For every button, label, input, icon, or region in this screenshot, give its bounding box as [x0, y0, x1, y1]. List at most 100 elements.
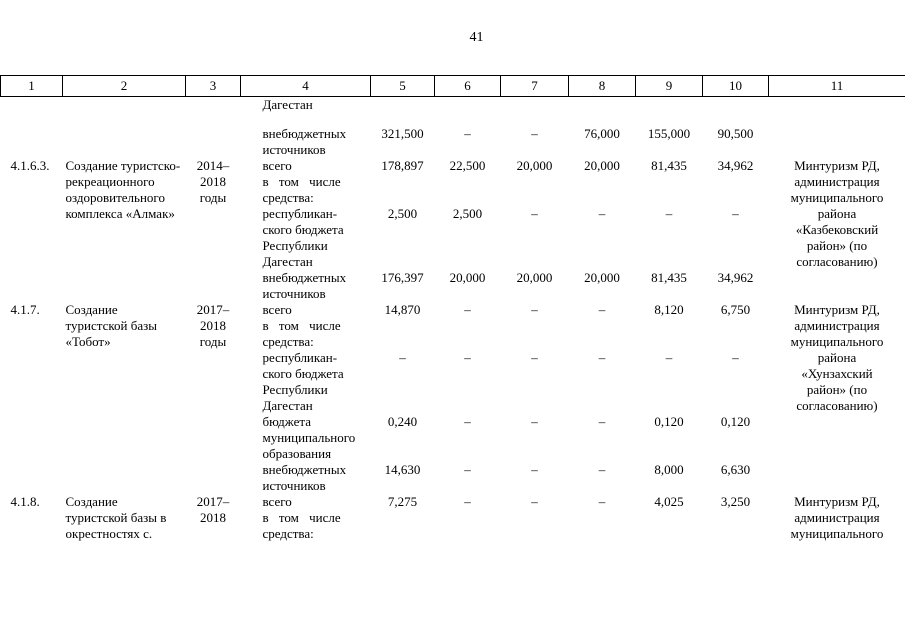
cell-amount: –	[531, 206, 538, 221]
table-row: 4.1.8. Создание туристской базы в окрестн…	[1, 494, 905, 541]
cell-amount	[636, 97, 703, 127]
table-body: Дагестан внебюджетных источников 321,500 – –…	[1, 97, 905, 543]
cell-amount	[371, 510, 435, 542]
cell-period: 2017– 2018	[196, 494, 230, 525]
cell-amount: –	[598, 302, 606, 317]
table-row: бюджета муниципального образования 0,240 –…	[1, 414, 905, 462]
cell-amount: 0,120	[720, 414, 751, 429]
cell-amount	[501, 510, 569, 542]
cell-amount: 6,630	[720, 462, 751, 477]
cell-budget-item: всего	[262, 158, 292, 173]
cell-amount: –	[531, 414, 538, 429]
cell-period	[186, 97, 241, 159]
cell-amount: 2,500	[452, 206, 483, 221]
cell-amount	[435, 174, 501, 206]
cell-amount: 90,500	[717, 126, 754, 141]
cell-amount: 178,897	[381, 158, 424, 173]
cell-amount: 14,630	[384, 462, 421, 477]
cell-amount: 3,250	[720, 494, 751, 509]
cell-amount	[435, 510, 501, 542]
cell-amount: –	[665, 350, 673, 365]
column-header-cell: 4	[240, 75, 371, 97]
cell-amount: 81,435	[651, 158, 687, 173]
cell-amount	[501, 318, 569, 350]
cell-amount: 6,750	[720, 302, 751, 317]
column-header-cell: 10	[702, 75, 769, 97]
program-table: 1 2 3 4 5 6 7 8 9 10 11 Дагестан внебюджетных источ…	[0, 75, 905, 542]
column-header-cell: 1	[0, 75, 63, 97]
cell-amount: 34,962	[717, 270, 754, 285]
cell-amount: –	[464, 462, 471, 477]
cell-amount: –	[531, 126, 538, 141]
cell-amount	[371, 318, 435, 350]
cell-budget-item: в том числе средства:	[262, 318, 341, 349]
cell-amount: 0,240	[387, 414, 418, 429]
cell-amount: 81,435	[651, 270, 687, 285]
table-row: внебюджетных источников 321,500 – – 76,000 15…	[1, 126, 905, 158]
column-header-cell: 6	[434, 75, 501, 97]
cell-budget-item: всего	[262, 494, 292, 509]
cell-budget-item: республикан- ского бюджета Республики Да…	[262, 206, 344, 269]
cell-amount: 2,500	[387, 206, 418, 221]
cell-amount	[501, 97, 569, 127]
cell-amount	[569, 174, 636, 206]
cell-program-number: 4.1.7.	[10, 302, 40, 317]
cell-budget-item: бюджета муниципального образования	[262, 414, 356, 461]
cell-amount: 76,000	[584, 126, 620, 141]
cell-amount: 176,397	[381, 270, 424, 285]
cell-amount: –	[464, 414, 471, 429]
table-row: 4.1.7. Создание туристской базы «Тобот» 20…	[1, 302, 905, 413]
cell-budget-item: республикан- ского бюджета Республики Да…	[262, 350, 344, 413]
cell-amount: –	[531, 494, 538, 509]
cell-amount	[435, 318, 501, 350]
cell-amount	[569, 97, 636, 127]
cell-amount: 4,025	[654, 494, 684, 509]
cell-amount	[636, 510, 703, 542]
cell-budget-item: внебюджетных источников	[262, 270, 347, 301]
table-row: Дагестан	[1, 97, 905, 127]
cell-amount: 7,275	[387, 494, 418, 509]
cell-amount	[569, 318, 636, 350]
table-row: в том числе средства:	[1, 174, 905, 206]
table-row: внебюджетных источников 14,630 – – – 8,000 6,6…	[1, 462, 905, 494]
cell-amount: –	[531, 350, 538, 365]
cell-amount: 8,000	[654, 462, 684, 477]
cell-amount: 155,000	[647, 126, 691, 141]
cell-amount: 8,120	[654, 302, 684, 317]
cell-amount: 20,000	[449, 270, 486, 285]
cell-amount: –	[399, 350, 406, 365]
column-header-cell: 7	[500, 75, 569, 97]
table-row: внебюджетных источников 176,397 20,000 20,0…	[1, 270, 905, 302]
cell-amount: 321,500	[381, 126, 424, 141]
cell-executor: Минтуризм РД, администрация муниципально…	[790, 158, 884, 269]
cell-amount	[703, 318, 769, 350]
cell-executor: Минтуризм РД, администрация муниципально…	[790, 302, 884, 413]
cell-amount	[703, 97, 769, 127]
cell-program-number	[1, 97, 63, 159]
cell-amount: 20,000	[584, 270, 620, 285]
cell-budget-item: в том числе средства:	[262, 510, 341, 541]
column-header-cell: 3	[185, 75, 241, 97]
cell-amount: –	[531, 302, 538, 317]
cell-amount: –	[598, 350, 606, 365]
cell-amount	[501, 174, 569, 206]
cell-amount: 14,870	[384, 302, 421, 317]
cell-program-name: Создание туристско- рекреационного оздор…	[65, 158, 181, 221]
cell-amount: 34,962	[717, 158, 754, 173]
cell-program-name: Создание туристской базы в окрестностях …	[65, 494, 167, 541]
column-header-cell: 2	[62, 75, 186, 97]
cell-amount	[636, 318, 703, 350]
cell-program-name: Создание туристской базы «Тобот»	[65, 302, 157, 349]
cell-amount	[636, 174, 703, 206]
cell-period: 2017– 2018 годы	[196, 302, 230, 349]
cell-amount: –	[598, 206, 606, 221]
cell-amount	[703, 174, 769, 206]
table-row: в том числе средства:	[1, 510, 905, 542]
column-header-cell: 8	[568, 75, 636, 97]
table-row: республикан- ского бюджета Республики Да…	[1, 350, 905, 414]
cell-executor: Минтуризм РД, администрация муниципально…	[790, 494, 884, 541]
cell-amount: 22,500	[449, 158, 486, 173]
cell-budget-item: всего	[262, 302, 292, 317]
cell-executor	[769, 97, 905, 159]
cell-amount: –	[464, 302, 471, 317]
